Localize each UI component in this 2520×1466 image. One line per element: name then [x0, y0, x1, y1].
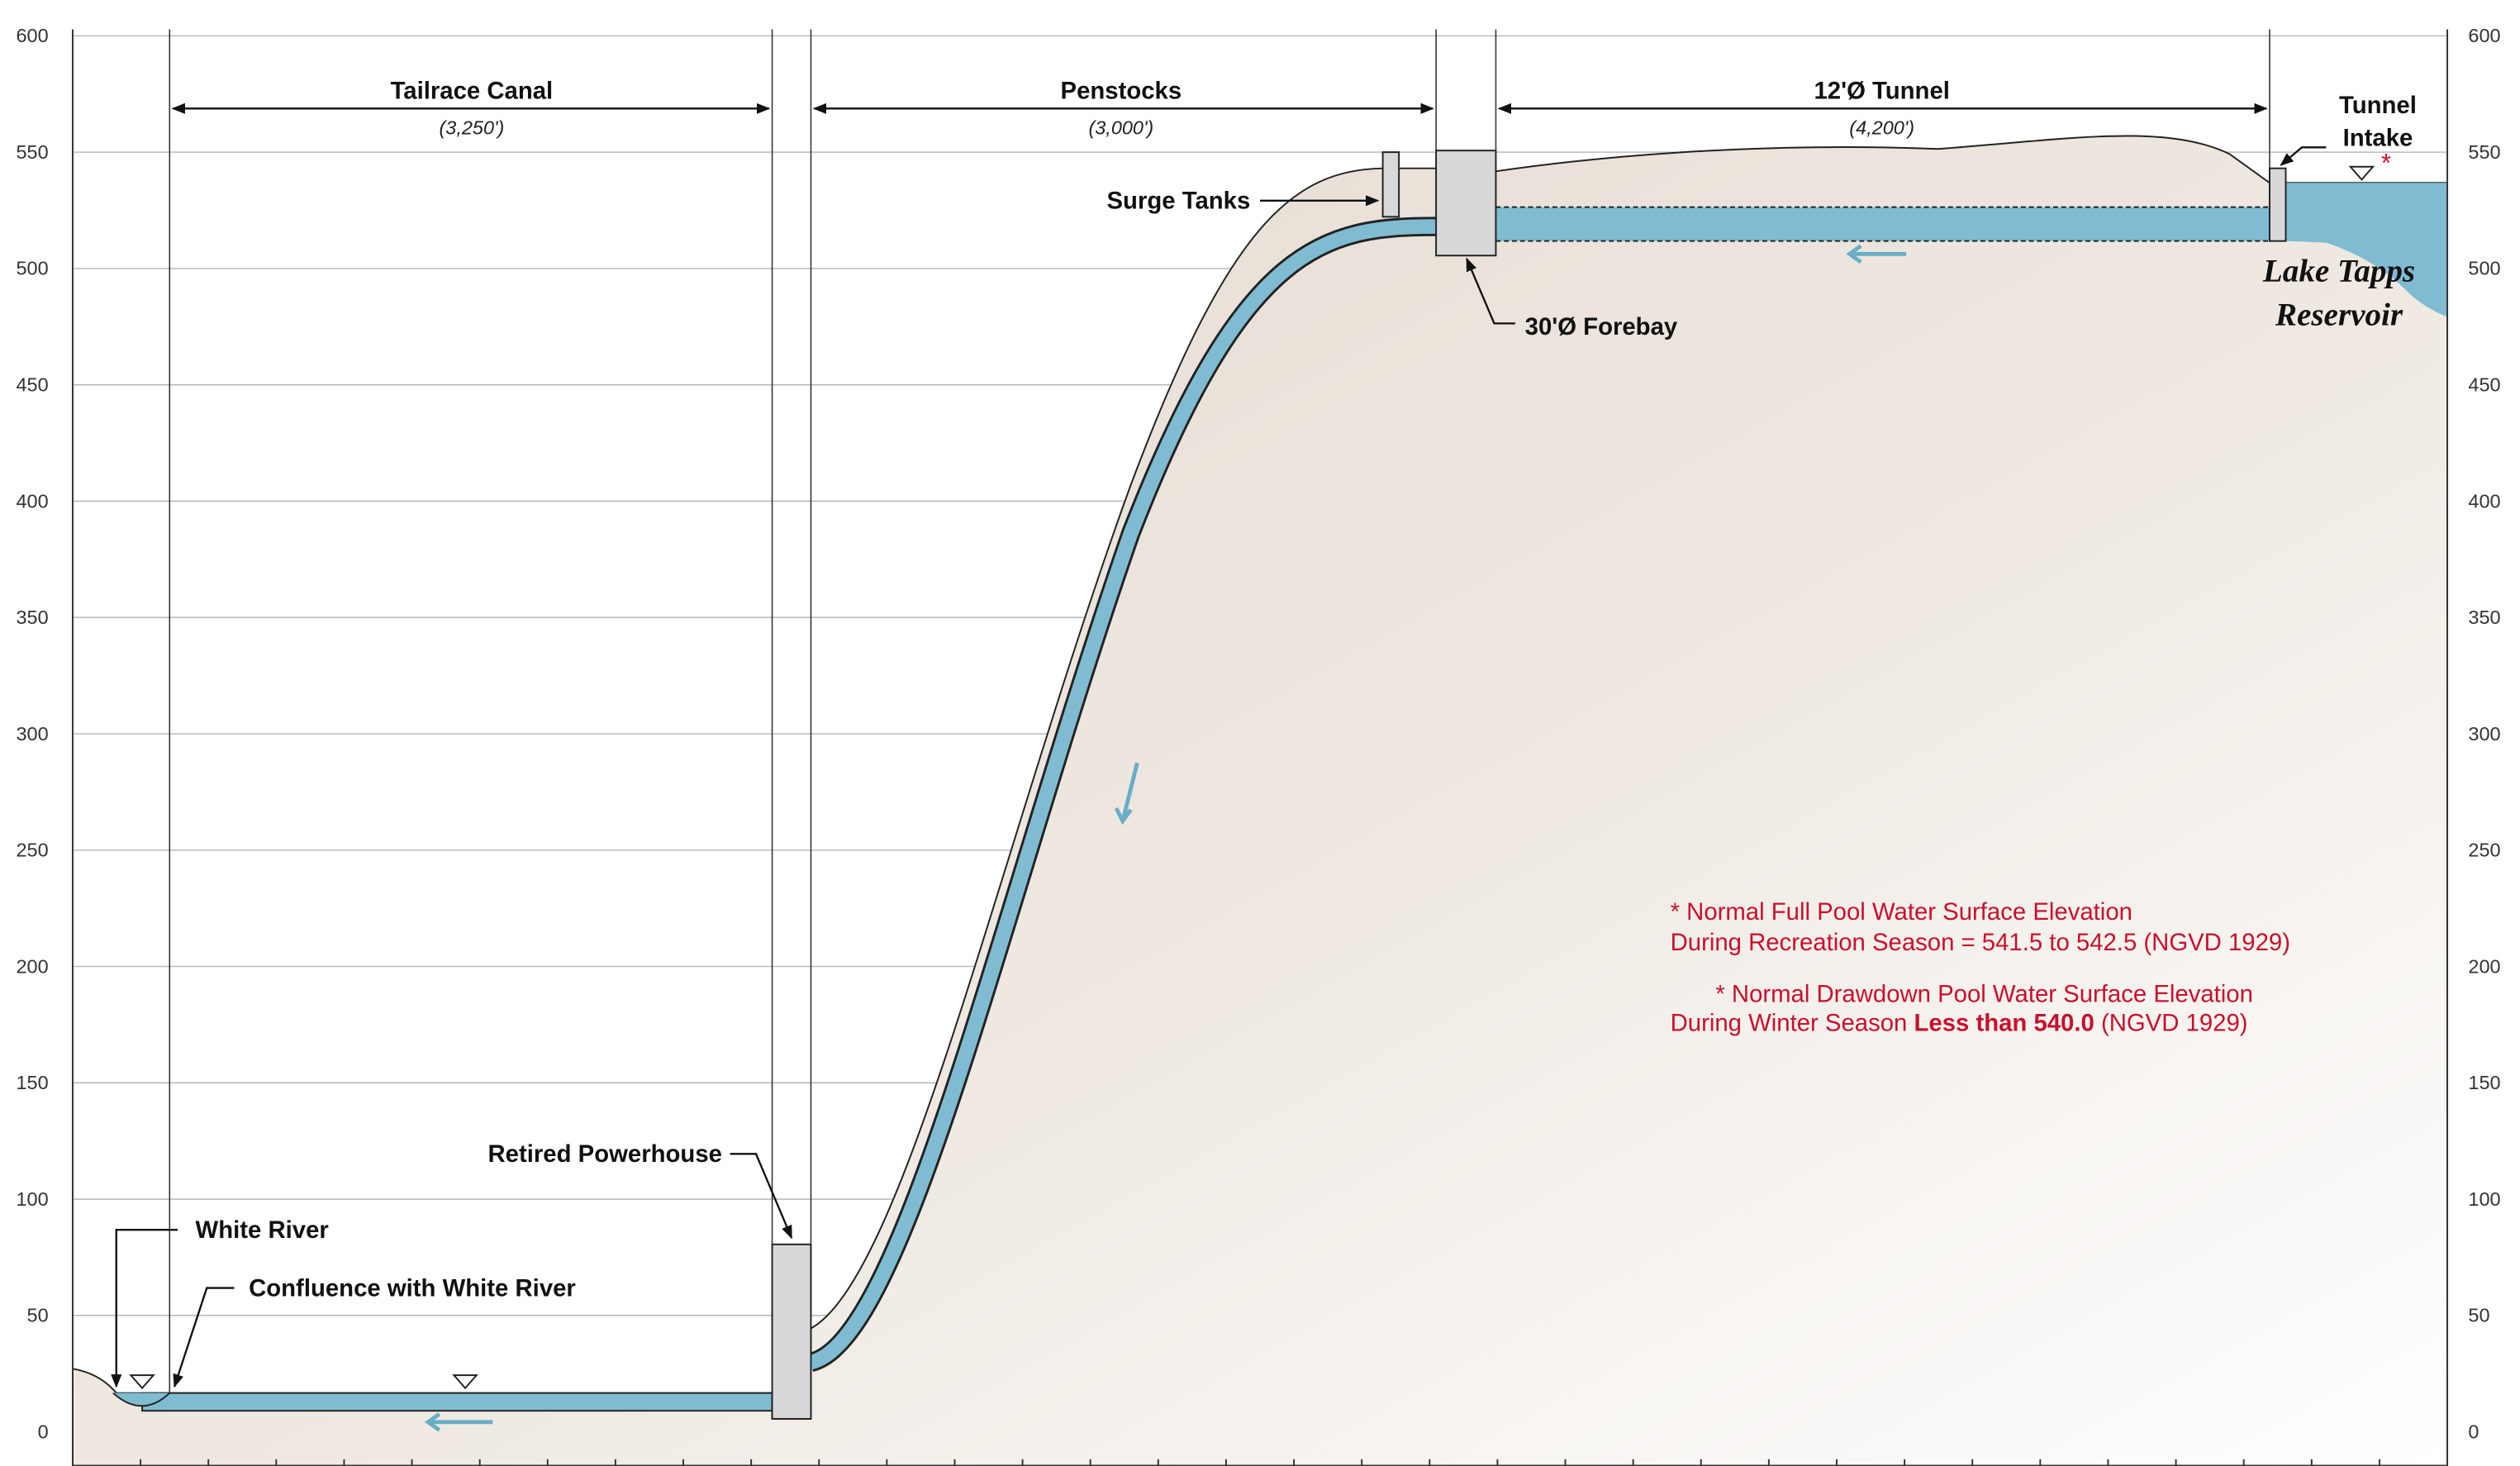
tick-label: 350 [2468, 607, 2500, 628]
surge-tank [1381, 151, 1400, 218]
callout: Intake [2343, 124, 2413, 151]
note-part: During Winter Season [1671, 1010, 1914, 1037]
tick-label: 200 [2468, 955, 2500, 977]
tick-label: 0 [2468, 1421, 2479, 1442]
tick-label: 400 [17, 490, 49, 512]
note: During Winter Season Less than 540.0 (NG… [1671, 1010, 2248, 1037]
callout: 30'Ø Forebay [1525, 313, 1678, 340]
reservoir-water [2285, 183, 2448, 317]
tick-label: 250 [17, 840, 49, 861]
intake [2268, 167, 2287, 242]
tick-label: 200 [17, 955, 49, 977]
tick-label: 50 [27, 1305, 49, 1326]
note: * Normal Drawdown Pool Water Surface Ele… [1715, 981, 2253, 1008]
forebay [1435, 150, 1497, 257]
note-part: (NGVD 1929) [2094, 1010, 2248, 1037]
section-length: (3,000') [1088, 117, 1153, 139]
reservoir-label: Reservoir [2275, 297, 2404, 332]
callout: Retired Powerhouse [488, 1140, 722, 1168]
note-part: Less than 540.0 [1914, 1010, 2094, 1037]
white-river [112, 1392, 170, 1407]
tick-label: 150 [2468, 1072, 2500, 1093]
callout: Confluence with White River [249, 1274, 576, 1302]
tick-label: 600 [17, 25, 49, 46]
tick-label: 0 [38, 1421, 49, 1442]
leaders [111, 146, 2327, 1388]
terrain [72, 135, 2448, 1466]
section-length: (3,250') [439, 117, 504, 139]
section-length: (4,200') [1849, 117, 1914, 139]
tunnel [1495, 207, 2270, 241]
callout: Surge Tanks [1107, 188, 1251, 215]
tick-label: 50 [2468, 1305, 2489, 1326]
tick-label: 300 [17, 723, 49, 745]
tick-label: 600 [2468, 25, 2500, 46]
tick-label: 500 [17, 258, 49, 279]
tick-label: 550 [2468, 141, 2500, 163]
note: * Normal Full Pool Water Surface Elevati… [1671, 898, 2132, 926]
flow-arrows [424, 244, 1907, 1432]
tick-label: 300 [2468, 723, 2500, 745]
section-label: 12'Ø Tunnel [1814, 78, 1950, 105]
section-label: Penstocks [1061, 78, 1182, 105]
tick-label: 350 [17, 607, 49, 628]
tick-label: 400 [2468, 490, 2500, 512]
tailrace-canal [141, 1392, 773, 1412]
tick-label: 100 [17, 1188, 49, 1210]
tick-label: 550 [17, 141, 49, 163]
note: During Recreation Season = 541.5 to 542.… [1671, 929, 2290, 956]
section-label: Tailrace Canal [391, 78, 554, 105]
tick-label: 450 [2468, 374, 2500, 395]
tick-label: 500 [2468, 258, 2500, 279]
tick-label: 150 [17, 1072, 49, 1093]
callout: Tunnel [2339, 92, 2417, 119]
tick-label: 100 [2468, 1188, 2500, 1210]
reservoir-label: Lake Tapps [2262, 254, 2415, 289]
tick-label: 250 [2468, 840, 2500, 861]
verticals [169, 29, 2270, 1398]
penstock [808, 219, 1437, 1370]
tick-label: 450 [17, 374, 49, 395]
callout: White River [196, 1216, 329, 1244]
asterisk: * [2381, 149, 2391, 178]
powerhouse [771, 1243, 812, 1420]
water-symbols [129, 165, 2375, 1390]
